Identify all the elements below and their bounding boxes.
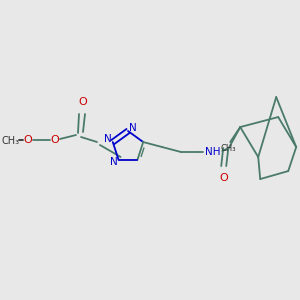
Text: N: N <box>104 134 112 144</box>
Text: CH₃: CH₃ <box>2 136 20 146</box>
Text: O: O <box>79 97 87 107</box>
Text: O: O <box>220 173 229 183</box>
Text: N: N <box>129 123 137 133</box>
Text: CH₃: CH₃ <box>220 144 236 153</box>
Text: NH: NH <box>206 147 221 157</box>
Text: O: O <box>24 135 32 145</box>
Text: N: N <box>110 157 118 167</box>
Text: O: O <box>51 135 59 145</box>
